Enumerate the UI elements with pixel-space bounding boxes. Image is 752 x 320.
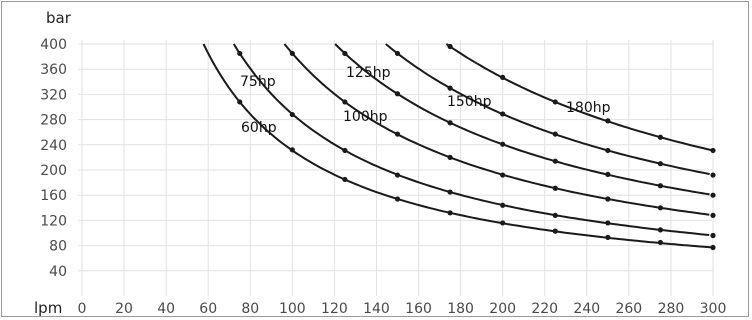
x-tick-label: 100: [279, 301, 306, 317]
y-tick-label: 120: [40, 213, 67, 229]
x-tick-label: 140: [363, 301, 390, 317]
data-points: [237, 43, 716, 251]
x-tick-label: 220: [531, 301, 558, 317]
x-tick-label: 280: [658, 301, 685, 317]
x-tick-label: 120: [321, 301, 348, 317]
data-point: [605, 171, 611, 178]
data-point: [657, 134, 664, 140]
data-point: [500, 141, 506, 147]
data-point: [394, 196, 401, 202]
series-curve-150hp: [385, 43, 710, 176]
x-tick-label: 200: [489, 301, 516, 317]
y-tick-label: 280: [40, 113, 67, 129]
series-label-100hp: 100hp: [343, 109, 388, 125]
series-label-125hp: 125hp: [346, 65, 391, 81]
data-point: [447, 85, 453, 91]
data-point: [447, 154, 453, 160]
data-point: [657, 239, 664, 246]
data-point: [447, 210, 453, 216]
series-curve-75hp: [232, 43, 710, 236]
data-point: [710, 244, 716, 251]
data-point: [447, 120, 453, 126]
data-point: [500, 74, 506, 80]
data-point: [605, 220, 611, 226]
y-tick-label: 360: [40, 62, 67, 78]
x-tick-label: 60: [199, 301, 217, 317]
data-point: [552, 99, 558, 105]
data-point: [710, 232, 716, 239]
x-tick-label: 180: [447, 301, 474, 317]
data-point: [605, 196, 611, 202]
grid: [78, 40, 714, 296]
data-point: [237, 99, 243, 105]
data-point: [605, 147, 611, 154]
data-point: [710, 192, 716, 198]
data-point: [342, 50, 348, 57]
data-point: [500, 172, 506, 178]
x-tick-label: 240: [573, 301, 600, 317]
y-tick-label: 240: [40, 138, 67, 154]
data-point: [605, 118, 611, 124]
series-label-180hp: 180hp: [566, 100, 611, 116]
data-point: [500, 202, 506, 208]
data-point: [657, 183, 664, 189]
series-curve-180hp: [445, 43, 712, 152]
data-point: [289, 50, 295, 57]
y-tick-label: 80: [49, 239, 67, 255]
y-axis-unit-label: bar: [46, 9, 72, 27]
data-point: [342, 176, 348, 183]
x-tick-label: 40: [157, 301, 175, 317]
data-point: [552, 185, 558, 191]
x-tick-label: 160: [405, 301, 432, 317]
data-point: [710, 147, 716, 154]
data-point: [342, 99, 348, 105]
data-point: [710, 212, 716, 218]
series-labels: 60hp 75hp 100hp 125hp 150hp 180hp: [240, 65, 611, 136]
x-tick-label: 0: [78, 301, 87, 317]
data-point: [552, 158, 558, 164]
data-point: [500, 220, 506, 226]
x-tick-label: 300: [700, 301, 727, 317]
x-tick-label: 260: [615, 301, 642, 317]
series-curve-60hp: [202, 43, 713, 249]
y-tick-label: 160: [40, 188, 67, 204]
data-point: [710, 172, 716, 178]
y-tick-label: 400: [40, 37, 67, 53]
data-point: [500, 111, 506, 117]
series-label-60hp: 60hp: [241, 120, 277, 136]
data-point: [657, 227, 664, 233]
data-point: [447, 189, 453, 195]
y-tick-label: 320: [40, 87, 67, 103]
x-tick-label: 20: [115, 301, 133, 317]
series-label-150hp: 150hp: [447, 94, 492, 110]
data-point: [552, 131, 558, 137]
data-point: [552, 212, 558, 218]
data-point: [394, 91, 401, 97]
series-label-75hp: 75hp: [240, 74, 276, 90]
data-point: [657, 205, 664, 211]
data-point: [289, 147, 295, 153]
data-point: [342, 147, 348, 154]
data-point: [447, 43, 453, 50]
data-point: [394, 50, 401, 57]
series-curve-100hp: [283, 43, 710, 216]
data-point: [394, 172, 401, 178]
y-tick-labels: 40 80 120 160 200 240 280 320 360 400: [40, 37, 67, 280]
data-point: [605, 234, 611, 241]
y-tick-label: 40: [49, 264, 67, 280]
x-tick-labels: 0 20 40 60 80 100 120 140 160 180 200 220 240 260 280 3…: [78, 301, 727, 317]
data-point: [237, 50, 243, 57]
curves: [202, 43, 713, 249]
x-tick-label: 80: [241, 301, 259, 317]
x-axis-unit-label: lpm: [34, 299, 62, 317]
data-point: [394, 131, 401, 137]
data-point: [552, 228, 558, 234]
data-point: [657, 161, 664, 167]
y-tick-label: 200: [40, 163, 67, 179]
data-point: [289, 111, 295, 118]
